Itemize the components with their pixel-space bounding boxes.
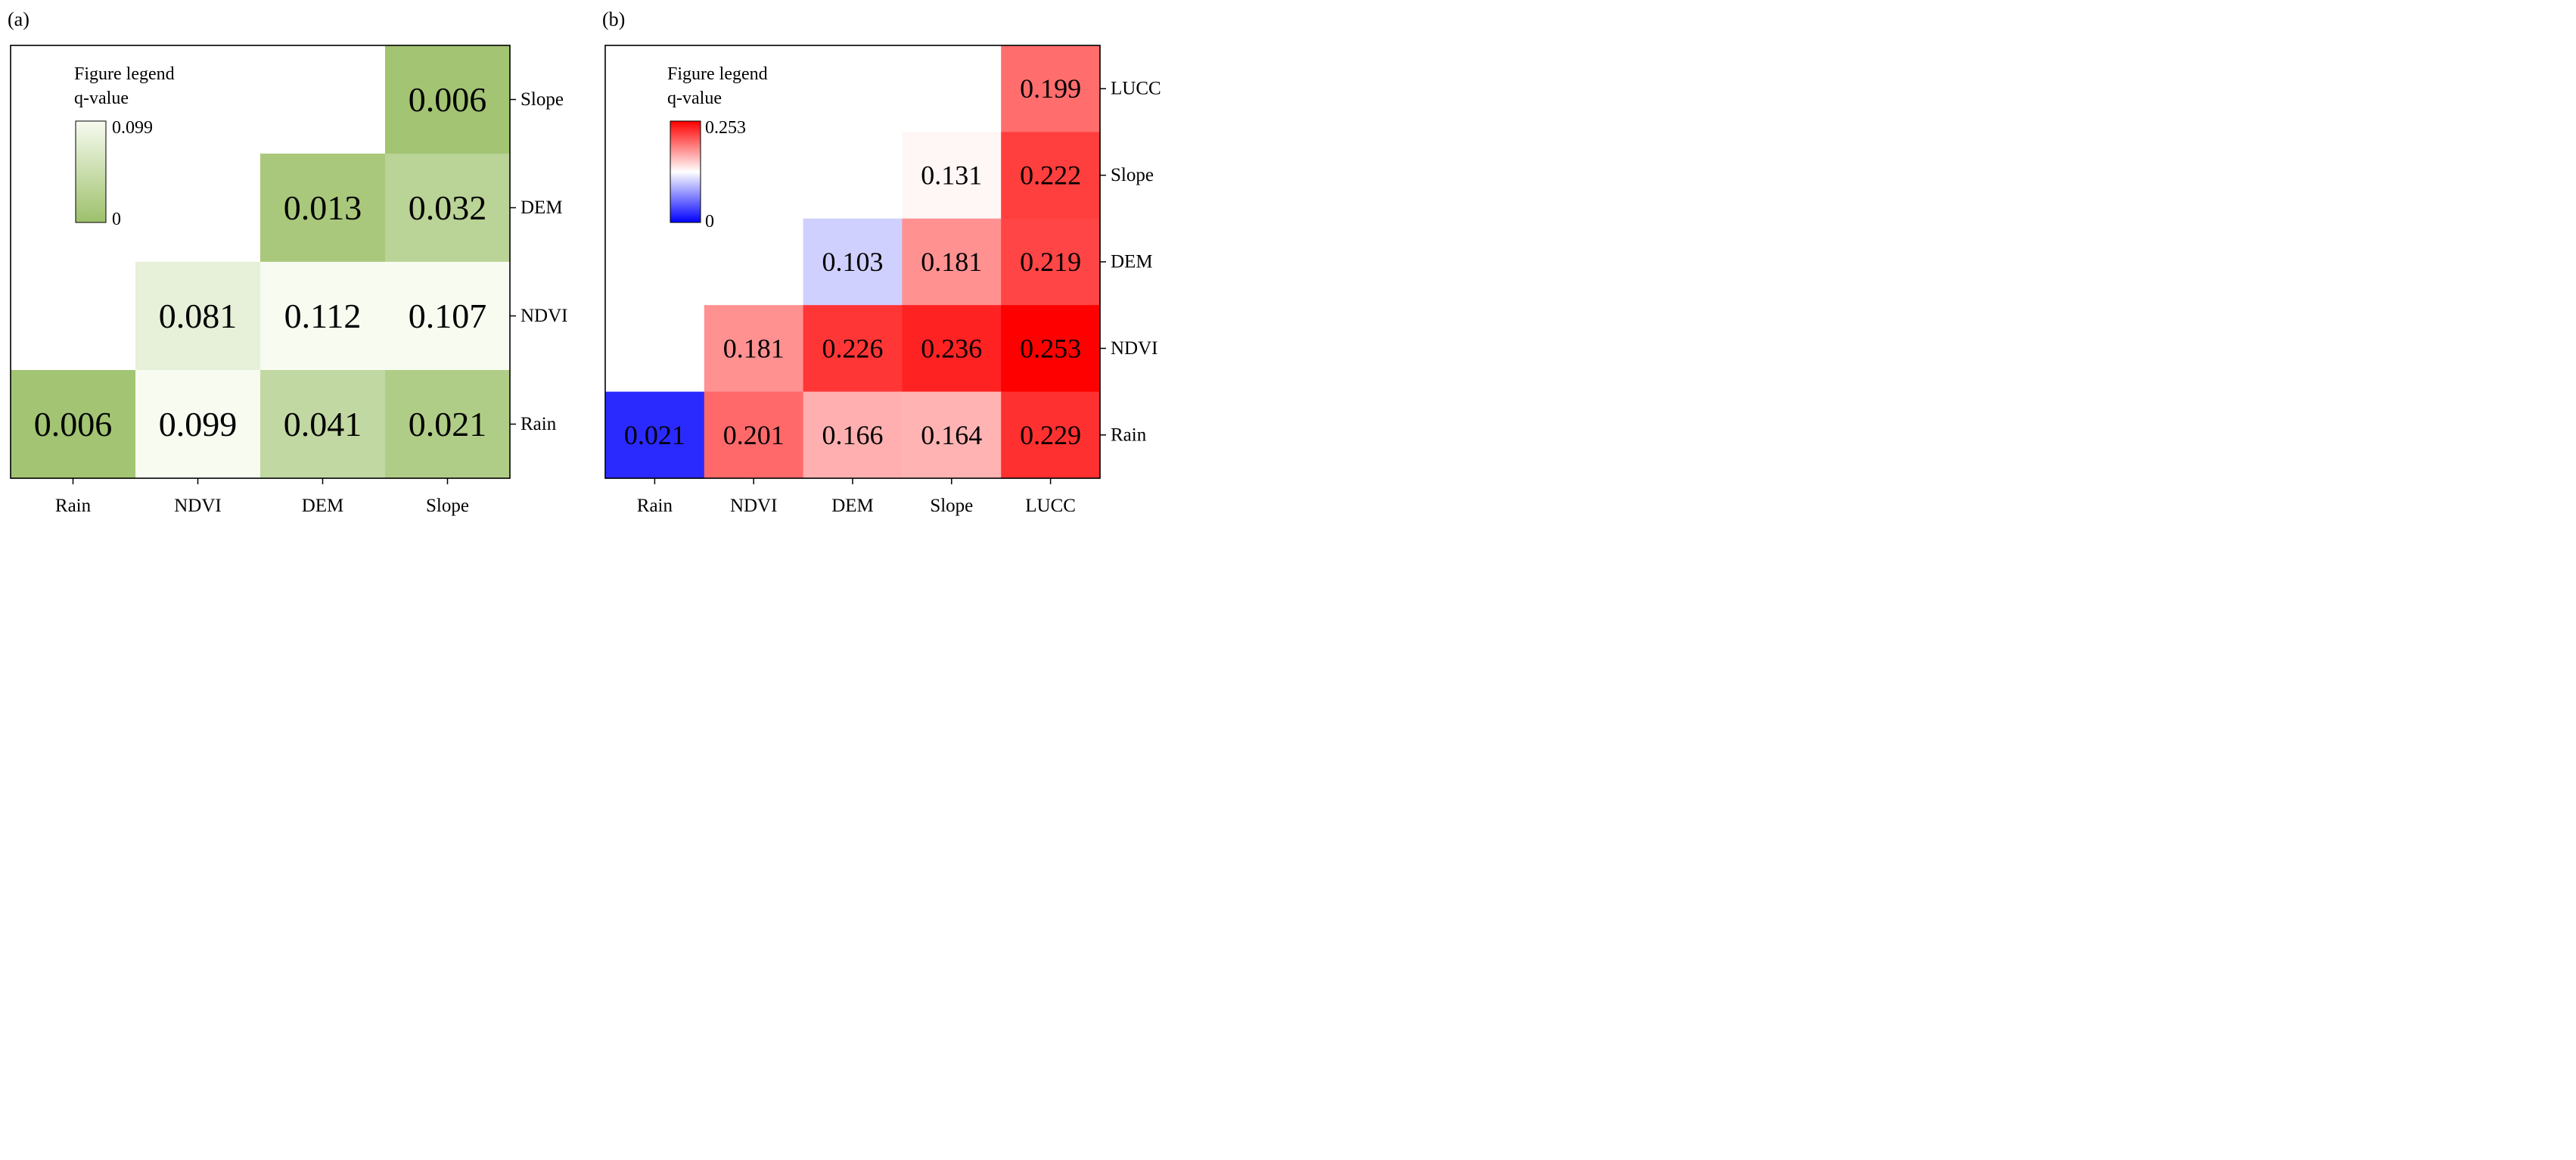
heatmap-cell	[902, 391, 1002, 479]
cell-value-label: 0.099	[159, 405, 238, 443]
cell-value-label: 0.229	[1020, 420, 1081, 450]
cell-value-label: 0.199	[1020, 73, 1081, 104]
x-tick-label: DEM	[302, 496, 344, 516]
cell-value-label: 0.166	[822, 420, 884, 450]
heatmap-cell	[704, 391, 804, 479]
cell-value-label: 0.013	[284, 188, 362, 227]
heatmap-cell	[385, 262, 511, 371]
heatmap-cell	[135, 262, 261, 371]
y-tick-label: Slope	[520, 89, 564, 110]
panel-a-colorbar	[75, 120, 107, 223]
panel-a-label: (a)	[8, 8, 30, 30]
y-tick-label: NDVI	[1111, 338, 1158, 359]
cell-value-label: 0.032	[409, 188, 487, 227]
cell-value-label: 0.021	[624, 420, 685, 450]
cell-value-label: 0.181	[723, 333, 785, 363]
panel-b-colorbar-min: 0	[705, 212, 714, 232]
heatmap-cell	[260, 370, 386, 479]
heatmap-cell	[902, 218, 1002, 306]
panel-b-legend-subtitle: q-value	[667, 89, 722, 108]
heatmap-cell	[902, 305, 1002, 393]
heatmap-cell	[385, 370, 511, 479]
heatmap-cell	[1001, 45, 1101, 132]
x-tick-label: Rain	[55, 496, 92, 516]
heatmap-panel-b: (b) 0.199 0.131 0.222 0.103 0.181 0.219 0.181 0…	[602, 8, 1161, 516]
x-tick-label: LUCC	[1025, 496, 1076, 516]
x-tick-label: DEM	[831, 496, 874, 516]
heatmap-cell	[260, 262, 386, 371]
heatmap-cell	[803, 391, 903, 479]
cell-value-label: 0.081	[159, 297, 238, 335]
panel-a-colorbar-min: 0	[112, 210, 121, 229]
heatmap-cell	[260, 154, 386, 263]
y-tick-label: DEM	[520, 197, 563, 218]
panel-a-frame	[10, 45, 511, 479]
panel-b-colorbar-max: 0.253	[705, 118, 746, 138]
y-tick-label: DEM	[1111, 252, 1153, 272]
cell-value-label: 0.107	[409, 297, 487, 335]
heatmap-cell	[1001, 391, 1101, 479]
cell-value-label: 0.253	[1020, 333, 1081, 363]
panel-b-legend: Figure legend q-value 0.253 0	[667, 64, 768, 232]
cell-value-label: 0.006	[409, 80, 487, 119]
heatmap-cell	[803, 305, 903, 393]
cell-value-label: 0.041	[284, 405, 362, 443]
panel-a-legend-subtitle: q-value	[74, 89, 129, 108]
panel-b-label: (b)	[602, 8, 625, 30]
panel-b-legend-title: Figure legend	[667, 64, 768, 84]
y-tick-label: Rain	[1111, 425, 1147, 445]
cell-value-label: 0.164	[921, 420, 982, 450]
heatmap-cell	[1001, 305, 1101, 393]
cell-value-label: 0.103	[822, 247, 884, 277]
cell-value-label: 0.219	[1020, 247, 1081, 277]
heatmap-cell	[605, 391, 705, 479]
panel-b-colorbar	[670, 120, 701, 223]
cell-value-label: 0.181	[921, 247, 982, 277]
panel-a-colorbar-max: 0.099	[112, 118, 153, 138]
heatmap-cell	[1001, 132, 1101, 219]
heatmap-panel-a: (a) 0.006 0.013 0.032 0.081 0.112 0.107 0.006 0…	[8, 8, 568, 516]
cell-value-label: 0.222	[1020, 160, 1081, 191]
figure: (a) 0.006 0.013 0.032 0.081 0.112 0.107 0.006 0…	[8, 8, 1161, 516]
heatmap-cell	[11, 370, 136, 479]
heatmap-cell	[704, 305, 804, 393]
cell-value-label: 0.006	[34, 405, 113, 443]
x-tick-label: NDVI	[174, 496, 222, 516]
x-tick-label: NDVI	[730, 496, 778, 516]
y-tick-label: Slope	[1111, 165, 1154, 185]
cell-value-label: 0.021	[409, 405, 487, 443]
heatmap-cell	[902, 132, 1002, 219]
heatmap-cell	[385, 154, 511, 263]
cell-value-label: 0.112	[284, 297, 362, 335]
cell-value-label: 0.226	[822, 333, 884, 363]
cell-value-label: 0.236	[921, 333, 982, 363]
x-tick-label: Slope	[426, 496, 469, 516]
cell-value-label: 0.201	[723, 420, 785, 450]
x-tick-label: Rain	[637, 496, 673, 516]
cell-value-label: 0.131	[921, 160, 982, 191]
heatmap-cell	[135, 370, 261, 479]
x-tick-label: Slope	[930, 496, 973, 516]
heatmap-cell	[385, 45, 511, 154]
y-tick-label: Rain	[520, 414, 557, 434]
y-tick-label: LUCC	[1111, 79, 1161, 99]
panel-a-legend-title: Figure legend	[74, 64, 175, 84]
y-tick-label: NDVI	[520, 306, 568, 326]
heatmap-cell	[1001, 218, 1101, 306]
heatmap-cell	[803, 218, 903, 306]
panel-a-legend: Figure legend q-value 0.099 0	[74, 64, 175, 229]
